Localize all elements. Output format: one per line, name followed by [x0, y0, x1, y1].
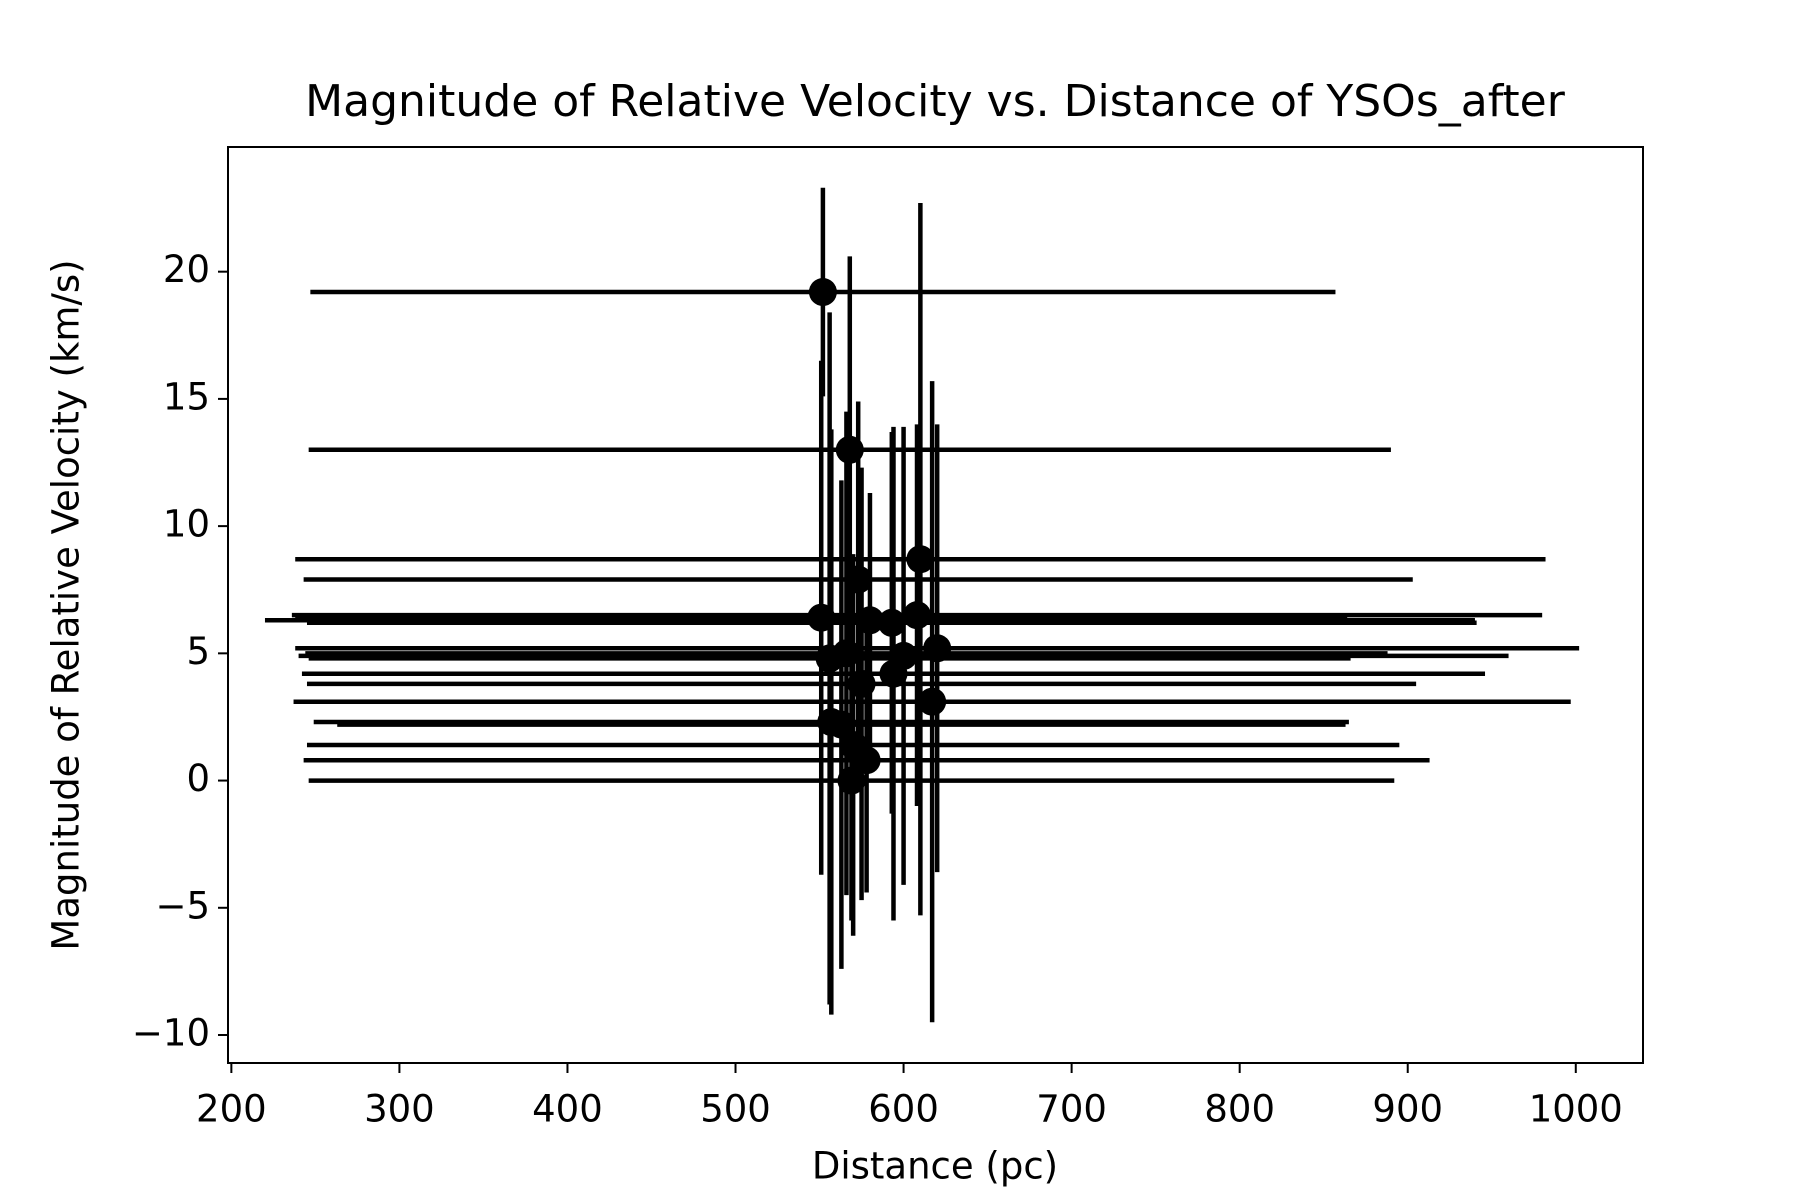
- point: [923, 634, 952, 663]
- x-tick-label: 800: [1204, 1088, 1275, 1131]
- x-tick-label: 700: [1036, 1088, 1107, 1131]
- x-tick-label: 600: [868, 1088, 939, 1131]
- x-tick-label: 1000: [1529, 1088, 1623, 1131]
- y-tick-label: 10: [163, 503, 210, 546]
- point: [906, 545, 935, 574]
- point: [852, 746, 881, 775]
- point: [835, 435, 864, 464]
- y-tick-label: 0: [186, 757, 210, 800]
- plot-frame: [227, 146, 1644, 1064]
- x-tick-label: 200: [196, 1088, 267, 1131]
- y-axis-label: Magnitude of Relative Velocity (km/s): [45, 259, 88, 950]
- y-tick-label: −10: [132, 1012, 210, 1055]
- y-tick-label: −5: [155, 884, 210, 927]
- point: [877, 608, 906, 637]
- point: [889, 641, 918, 670]
- point: [844, 565, 873, 594]
- x-tick-label: 500: [700, 1088, 771, 1131]
- point: [903, 601, 932, 630]
- point: [837, 766, 866, 795]
- point: [815, 644, 844, 673]
- y-tick-label: 20: [163, 248, 210, 291]
- chart-title: Magnitude of Relative Velocity vs. Dista…: [305, 76, 1566, 127]
- x-tick-label: 300: [364, 1088, 435, 1131]
- point: [847, 669, 876, 698]
- point: [855, 606, 884, 635]
- point: [807, 603, 836, 632]
- point: [918, 687, 947, 716]
- x-axis-label: Distance (pc): [812, 1145, 1058, 1188]
- y-tick-label: 15: [163, 375, 210, 418]
- point: [808, 278, 837, 307]
- x-tick-label: 400: [532, 1088, 603, 1131]
- y-tick-label: 5: [186, 630, 210, 673]
- x-tick-label: 900: [1372, 1088, 1443, 1131]
- point: [827, 710, 856, 739]
